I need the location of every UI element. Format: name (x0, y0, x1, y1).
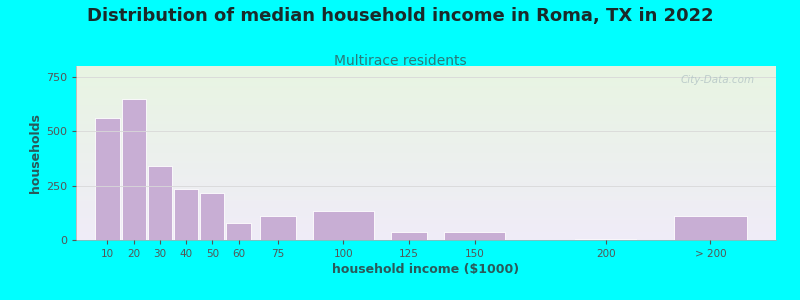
Bar (148, 166, 172, 240)
Text: Multirace residents: Multirace residents (334, 54, 466, 68)
Bar (575, 239, 636, 240)
X-axis label: household income ($1000): household income ($1000) (333, 263, 519, 276)
Bar (314, 211, 374, 240)
Bar (226, 223, 250, 240)
Bar (674, 216, 746, 240)
Bar (200, 193, 224, 240)
Bar (391, 232, 427, 240)
Bar (174, 189, 198, 240)
Bar (260, 216, 296, 240)
Bar (95, 118, 119, 240)
Text: City-Data.com: City-Data.com (681, 75, 755, 85)
Bar (444, 232, 505, 240)
Text: Distribution of median household income in Roma, TX in 2022: Distribution of median household income … (86, 8, 714, 26)
Y-axis label: households: households (29, 113, 42, 193)
Bar (122, 99, 146, 240)
